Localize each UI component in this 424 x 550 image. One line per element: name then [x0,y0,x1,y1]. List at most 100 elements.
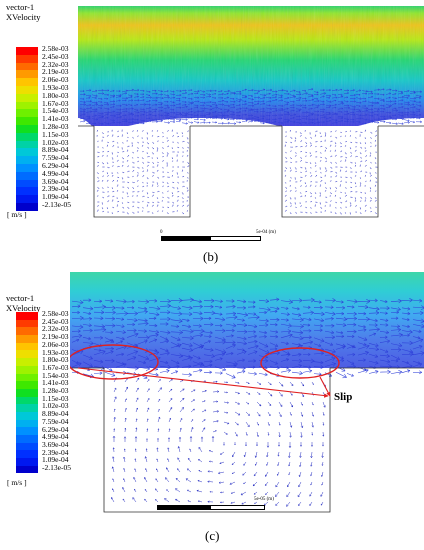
vector-arrow [337,120,343,122]
vector-arrow [145,107,152,109]
vector-arrow [235,118,242,120]
vector-arrowhead [408,329,413,334]
vector-arrowhead [112,105,115,108]
vector-arrowhead [89,106,93,110]
vector-arrowhead [384,299,388,304]
vector-arrowhead [300,192,302,194]
vector-arrowhead [310,143,312,145]
vector-arrowhead [323,108,325,111]
vector-arrow [277,461,280,466]
vector-arrowhead [263,88,266,91]
vector-arrowhead [291,383,294,386]
vector-arrowhead [371,120,374,123]
vector-arrowhead [233,122,237,125]
vector-arrowhead [281,88,284,92]
vector-arrow [137,307,147,310]
vector-arrow [397,118,404,120]
vector-arrowhead [118,121,121,124]
vector-arrow [344,151,347,155]
vector-arrow [355,101,362,104]
vector-arrowhead [149,106,152,110]
vector-arrowhead [365,92,368,95]
colorbar-segment [16,458,38,466]
vector-arrowhead [210,347,214,352]
vector-arrowhead [88,316,92,321]
vector-arrow [214,313,223,315]
vector-arrowhead [136,407,139,410]
vector-arrowhead [122,203,123,204]
vector-arrow [146,428,148,433]
vector-arrowhead [389,100,392,103]
vector-arrowhead [220,491,222,494]
vector-arrowhead [197,89,200,93]
vector-arrow [169,116,176,118]
vector-arrow [369,174,372,178]
vector-arrowhead [361,170,363,172]
vector-arrowhead [329,342,334,346]
vector-arrowhead [209,89,212,93]
vector-arrow [291,318,304,321]
vector-arrowhead [89,99,92,103]
vector-arrow [225,344,236,349]
vector-arrow [214,317,226,321]
vector-arrowhead [178,99,181,102]
slip-label: Slip [334,391,353,403]
vector-arrowhead [316,201,318,203]
vector-arrow [104,366,113,371]
vector-arrowhead [173,120,176,124]
vector-arrowhead [189,328,194,334]
vector-arrowhead [89,306,94,311]
vector-arrowhead [329,195,331,196]
vector-arrow [223,109,230,111]
vector-arrow [265,122,271,124]
vector-arrowhead [227,118,230,121]
vector-arrow [335,331,343,334]
vector-arrow [301,104,307,106]
vector-arrowhead [167,106,170,109]
vector-arrow [193,111,200,113]
vector-arrowhead [153,316,157,320]
vector-arrowhead [142,122,145,125]
vector-arrowhead [310,154,312,156]
vector-arrowhead [220,117,223,120]
vector-arrowhead [295,138,297,140]
vector-arrowhead [266,307,271,312]
vector-arrowhead [95,94,98,97]
vector-arrowhead [237,381,240,384]
vector-arrowhead [356,131,358,133]
vector-arrow [391,122,398,125]
vector-arrowhead [384,349,389,353]
vector-arrow [241,95,247,97]
colorbar-tick-label: 1.54e-03 [42,370,69,380]
vector-arrow [259,97,266,99]
vector-arrow [355,90,361,92]
vector-arrow [302,336,312,338]
vector-arrow [256,431,259,437]
vector-arrowhead [134,332,139,338]
vector-arrow [166,467,170,473]
vector-arrowhead [394,107,397,110]
vector-arrowhead [374,360,379,365]
vector-arrowhead [99,299,103,303]
vector-arrow [346,306,355,308]
vector-arrowhead [301,140,303,142]
vector-arrowhead [419,100,421,104]
vector-arrowhead [257,89,261,93]
vector-arrow [295,99,301,101]
vector-arrowhead [148,388,150,391]
vector-arrowhead [158,398,161,401]
vector-arrowhead [136,195,138,196]
vector-arrow [385,93,391,95]
vector-arrowhead [346,157,348,159]
colorbar-tick-label: 2.06e-03 [42,75,69,85]
vector-arrow [259,89,266,91]
vector-arrowhead [288,445,292,448]
vector-arrow [151,191,155,193]
vector-arrow [355,109,361,111]
vector-arrow [302,318,312,321]
vector-arrowhead [377,97,380,100]
vector-arrowhead [232,311,237,316]
vector-arrowhead [146,438,148,440]
vector-arrowhead [382,110,385,113]
vector-arrowhead [108,151,110,153]
